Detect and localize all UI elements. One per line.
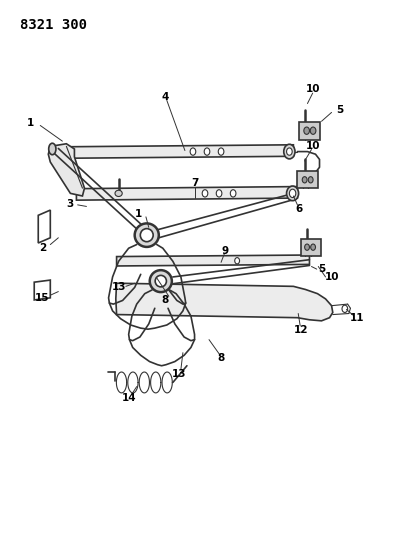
Text: 10: 10: [306, 84, 320, 94]
Text: 13: 13: [111, 282, 126, 293]
Polygon shape: [34, 280, 50, 300]
Polygon shape: [116, 255, 309, 266]
Polygon shape: [52, 145, 293, 158]
Ellipse shape: [49, 143, 56, 155]
Text: 1: 1: [135, 209, 142, 219]
Circle shape: [190, 148, 195, 155]
Text: 3: 3: [67, 199, 74, 209]
Text: 14: 14: [121, 393, 136, 403]
Text: 13: 13: [171, 369, 186, 378]
Circle shape: [308, 176, 312, 183]
FancyBboxPatch shape: [297, 172, 317, 188]
Circle shape: [310, 127, 315, 134]
Circle shape: [202, 190, 207, 197]
Text: 2: 2: [38, 243, 46, 253]
Text: 12: 12: [294, 325, 308, 335]
Ellipse shape: [115, 190, 122, 197]
Circle shape: [218, 148, 223, 155]
Text: 8: 8: [161, 295, 168, 305]
Polygon shape: [48, 144, 84, 196]
Text: 10: 10: [306, 141, 320, 151]
FancyBboxPatch shape: [299, 122, 319, 140]
Text: 9: 9: [221, 246, 228, 256]
Text: 1: 1: [27, 118, 34, 128]
Text: 7: 7: [191, 178, 198, 188]
Text: 5: 5: [317, 264, 324, 274]
Polygon shape: [38, 210, 50, 243]
FancyBboxPatch shape: [300, 239, 320, 256]
Circle shape: [216, 190, 221, 197]
Circle shape: [301, 176, 306, 183]
Text: 8321 300: 8321 300: [20, 19, 87, 33]
Ellipse shape: [286, 186, 298, 201]
Text: 10: 10: [324, 272, 338, 282]
Ellipse shape: [283, 144, 294, 159]
Circle shape: [341, 305, 347, 312]
Text: 8: 8: [217, 353, 224, 363]
Text: 11: 11: [349, 313, 363, 322]
Ellipse shape: [289, 189, 295, 198]
Text: 5: 5: [335, 105, 342, 115]
Text: 4: 4: [161, 92, 168, 102]
Text: 15: 15: [35, 293, 49, 303]
Ellipse shape: [155, 276, 166, 287]
Polygon shape: [115, 283, 332, 321]
Circle shape: [204, 148, 209, 155]
Circle shape: [234, 257, 239, 264]
Ellipse shape: [134, 223, 158, 247]
Circle shape: [303, 127, 309, 134]
Ellipse shape: [286, 148, 292, 155]
Text: 6: 6: [295, 204, 302, 214]
Ellipse shape: [140, 229, 153, 241]
Circle shape: [304, 244, 309, 251]
Circle shape: [230, 190, 235, 197]
Circle shape: [310, 244, 315, 251]
Polygon shape: [76, 187, 297, 200]
Ellipse shape: [149, 270, 171, 292]
